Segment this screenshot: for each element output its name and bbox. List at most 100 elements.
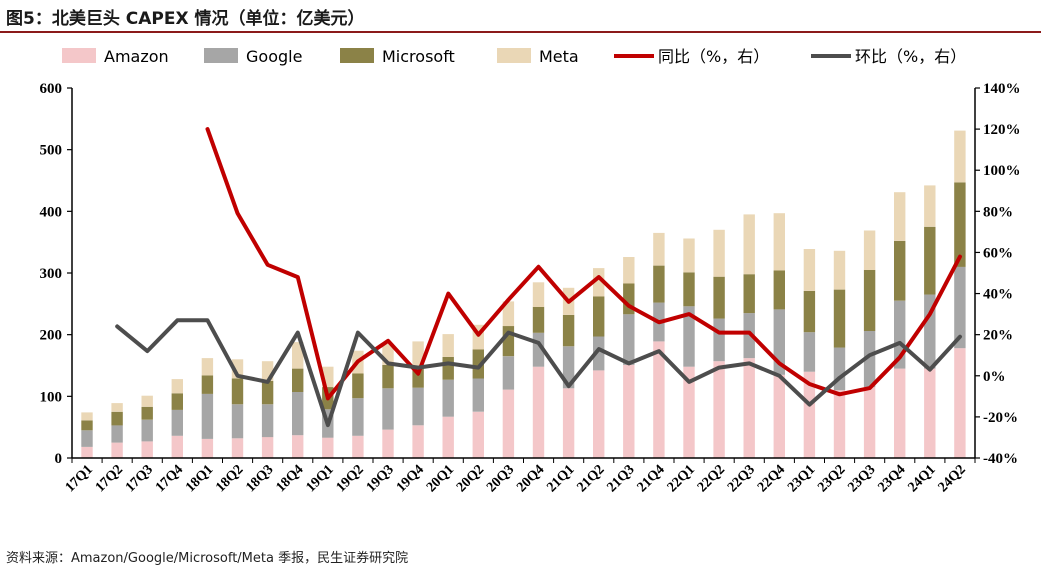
x-tick-19Q3: 19Q3 xyxy=(364,462,397,495)
bar-google-23Q3 xyxy=(863,331,876,388)
bar-meta-24Q2 xyxy=(954,130,966,183)
x-tick-18Q2: 18Q2 xyxy=(213,462,246,495)
bar-microsoft-23Q4 xyxy=(894,240,906,301)
bar-microsoft-22Q4 xyxy=(773,270,785,310)
y-left-tick-500: 500 xyxy=(40,143,63,159)
y-left-tick-600: 600 xyxy=(40,81,63,97)
bar-meta-18Q2 xyxy=(231,359,244,379)
bar-meta-18Q1 xyxy=(201,358,214,376)
bar-amazon-23Q2 xyxy=(833,390,846,458)
x-tick-23Q2: 23Q2 xyxy=(815,462,848,495)
bar-amazon-21Q1 xyxy=(562,388,575,458)
bar-amazon-23Q4 xyxy=(894,368,906,458)
x-tick-21Q3: 21Q3 xyxy=(605,462,638,495)
y-right-tick-0: 0% xyxy=(983,369,1006,385)
bar-amazon-17Q3 xyxy=(141,441,153,458)
bar-amazon-22Q4 xyxy=(773,374,785,459)
bar-meta-24Q1 xyxy=(924,185,936,227)
bar-meta-21Q4 xyxy=(653,232,665,266)
bar-google-23Q4 xyxy=(894,300,906,369)
bar-google-18Q1 xyxy=(201,393,214,439)
bar-google-17Q1 xyxy=(81,430,93,447)
bar-amazon-18Q4 xyxy=(292,435,304,458)
bar-microsoft-19Q2 xyxy=(352,373,364,399)
title-rule xyxy=(0,31,1041,33)
x-tick-19Q2: 19Q2 xyxy=(334,462,367,495)
bar-microsoft-23Q1 xyxy=(803,290,816,333)
x-tick-23Q3: 23Q3 xyxy=(845,462,878,495)
bar-google-19Q2 xyxy=(352,398,364,436)
x-tick-22Q1: 22Q1 xyxy=(665,462,698,495)
legend-swatch-google xyxy=(204,48,238,63)
bar-amazon-20Q3 xyxy=(502,389,515,458)
yoy-line xyxy=(205,127,962,401)
bar-microsoft-24Q2 xyxy=(954,182,966,267)
bar-meta-20Q1 xyxy=(442,334,454,357)
bar-amazon-19Q3 xyxy=(382,429,394,458)
x-tick-23Q1: 23Q1 xyxy=(785,462,818,495)
bar-meta-20Q4 xyxy=(532,282,545,307)
y-left-tick-200: 200 xyxy=(40,328,63,344)
y-left-tick-100: 100 xyxy=(40,389,63,405)
x-tick-19Q4: 19Q4 xyxy=(394,462,427,495)
bar-microsoft-21Q2 xyxy=(593,296,605,337)
bar-google-18Q3 xyxy=(261,404,274,438)
bar-amazon-18Q3 xyxy=(261,437,274,458)
y-right-tick--40: -40% xyxy=(983,451,1018,467)
legend-swatch-meta xyxy=(497,48,531,63)
x-tick-17Q4: 17Q4 xyxy=(153,462,186,495)
bar-google-21Q1 xyxy=(562,346,575,389)
x-tick-20Q3: 20Q3 xyxy=(484,462,517,495)
x-tick-20Q2: 20Q2 xyxy=(454,462,487,495)
bar-microsoft-19Q4 xyxy=(412,366,424,388)
x-tick-17Q1: 17Q1 xyxy=(63,462,96,495)
bar-amazon-17Q4 xyxy=(171,435,183,458)
bar-microsoft-18Q4 xyxy=(292,368,304,392)
bar-amazon-17Q2 xyxy=(111,442,123,458)
bar-meta-23Q1 xyxy=(803,249,816,291)
source-note: 资料来源：Amazon/Google/Microsoft/Meta 季报，民生证… xyxy=(6,551,409,566)
bar-google-22Q2 xyxy=(713,318,725,362)
bar-microsoft-20Q1 xyxy=(442,356,454,380)
lines-layer xyxy=(115,127,962,428)
legend-label-yoy: 同比（%，右） xyxy=(658,47,769,66)
bar-amazon-19Q2 xyxy=(352,435,364,458)
x-tick-17Q2: 17Q2 xyxy=(93,462,126,495)
bar-amazon-24Q1 xyxy=(924,368,936,458)
y-right-tick-120: 120% xyxy=(983,122,1021,138)
legend-label-microsoft: Microsoft xyxy=(382,47,455,66)
bars-layer xyxy=(81,130,966,459)
bar-google-22Q3 xyxy=(743,313,755,359)
bar-meta-23Q2 xyxy=(833,250,846,290)
x-tick-22Q4: 22Q4 xyxy=(755,462,788,495)
bar-amazon-21Q3 xyxy=(623,364,635,458)
bar-meta-21Q2 xyxy=(593,268,605,297)
x-tick-19Q1: 19Q1 xyxy=(304,462,337,495)
bar-meta-20Q2 xyxy=(472,324,484,350)
bar-google-18Q4 xyxy=(292,392,304,436)
y-right-tick-100: 100% xyxy=(983,163,1021,179)
bar-meta-17Q1 xyxy=(81,412,93,421)
bar-microsoft-23Q3 xyxy=(863,269,876,331)
y-right-tick-20: 20% xyxy=(983,328,1013,344)
bar-meta-19Q3 xyxy=(382,343,394,365)
bar-google-20Q2 xyxy=(472,378,484,412)
x-tick-18Q3: 18Q3 xyxy=(243,462,276,495)
bar-microsoft-22Q1 xyxy=(683,272,695,307)
bar-amazon-19Q4 xyxy=(412,425,424,458)
x-tick-23Q4: 23Q4 xyxy=(875,462,908,495)
bar-amazon-18Q2 xyxy=(231,438,244,458)
bar-microsoft-21Q4 xyxy=(653,265,665,303)
bar-amazon-18Q1 xyxy=(201,438,214,458)
bar-microsoft-20Q2 xyxy=(472,349,484,379)
capex-chart: Amazon Google Microsoft Meta 同比（%，右） 环比（%，右） … xyxy=(40,47,1021,495)
legend-label-amazon: Amazon xyxy=(104,47,169,66)
bar-microsoft-17Q2 xyxy=(111,411,123,426)
bar-google-20Q4 xyxy=(532,332,545,367)
qoq-line xyxy=(115,318,962,428)
bar-meta-17Q3 xyxy=(141,395,153,407)
bar-meta-22Q3 xyxy=(743,214,755,275)
bar-google-23Q1 xyxy=(803,332,816,372)
bar-microsoft-17Q4 xyxy=(171,393,183,410)
bar-microsoft-17Q3 xyxy=(141,406,153,420)
